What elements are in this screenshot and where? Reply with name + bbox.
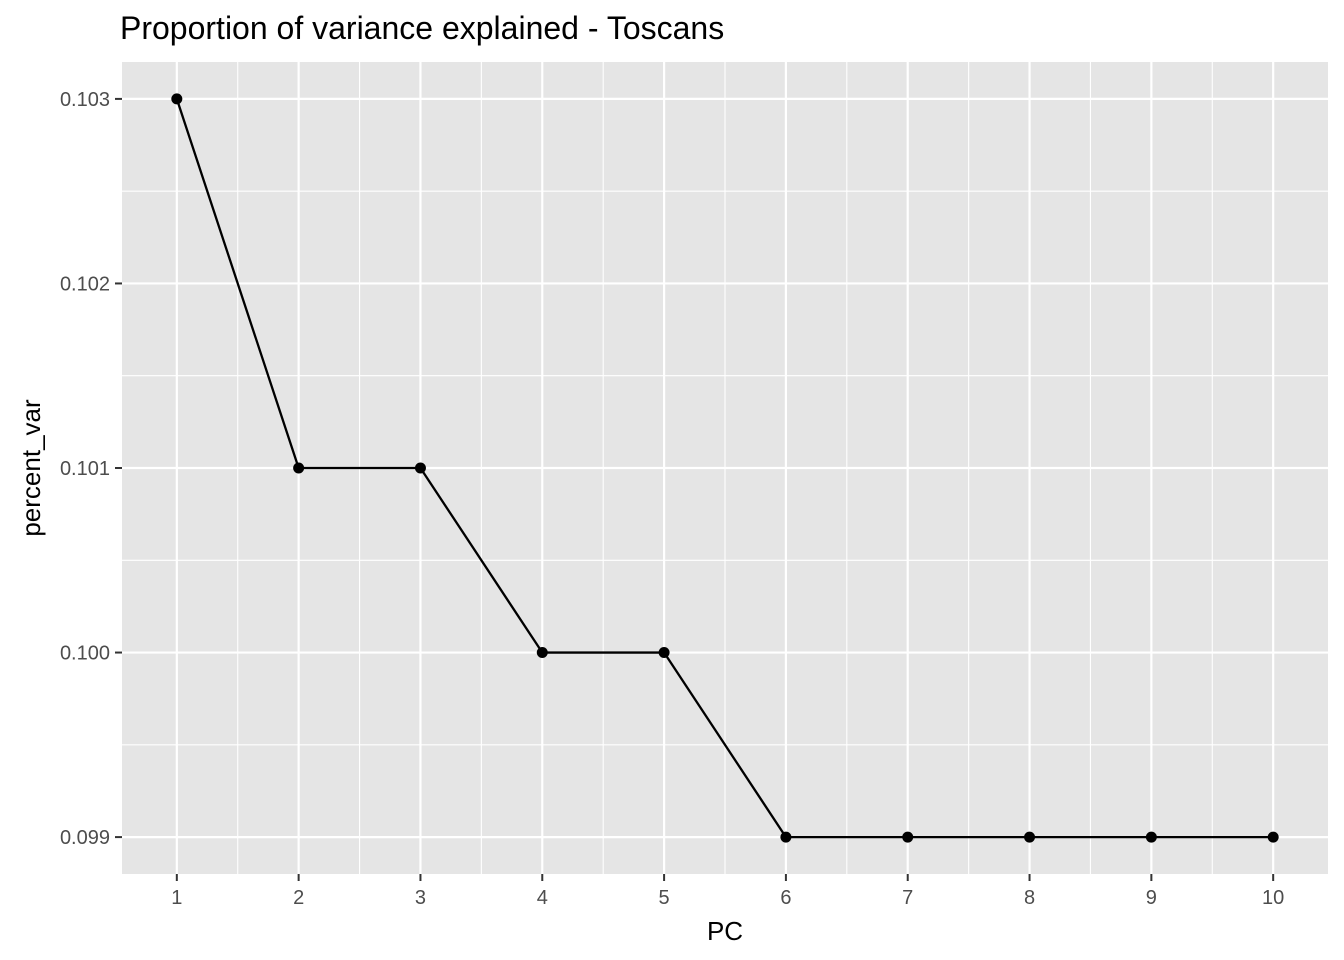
data-point — [293, 462, 305, 474]
data-point — [1267, 831, 1279, 843]
data-point — [1145, 831, 1157, 843]
x-tick-label: 8 — [1024, 887, 1035, 909]
data-point — [902, 831, 914, 843]
x-axis: 1 2 3 4 5 6 7 8 9 10 — [171, 874, 1284, 909]
x-tick-label: 1 — [171, 887, 182, 909]
grid-major — [122, 62, 1328, 874]
y-tick-label: 0.099 — [60, 827, 110, 849]
y-tick-label: 0.103 — [60, 89, 110, 111]
y-tick-label: 0.101 — [60, 458, 110, 480]
x-tick-label: 6 — [780, 887, 791, 909]
x-tick-label: 5 — [659, 887, 670, 909]
x-tick-label: 4 — [537, 887, 548, 909]
data-point — [171, 93, 183, 105]
y-tick-label: 0.102 — [60, 273, 110, 295]
data-point — [780, 831, 792, 843]
x-tick-label: 10 — [1262, 887, 1284, 909]
x-tick-label: 2 — [293, 887, 304, 909]
data-point — [658, 647, 670, 659]
y-axis: 0.099 0.100 0.101 0.102 0.103 — [60, 89, 122, 849]
x-tick-label: 9 — [1146, 887, 1157, 909]
series-line — [175, 98, 1274, 839]
data-point — [536, 647, 548, 659]
chart-title: Proportion of variance explained - Tosca… — [120, 10, 724, 46]
series — [175, 98, 1274, 839]
y-axis-title: percent_var — [16, 399, 46, 537]
y-tick-label: 0.100 — [60, 643, 110, 665]
data-point — [1024, 831, 1036, 843]
data-point — [414, 462, 426, 474]
points — [171, 93, 1279, 843]
x-tick-label: 7 — [902, 887, 913, 909]
x-axis-title: PC — [707, 916, 743, 946]
x-tick-label: 3 — [415, 887, 426, 909]
